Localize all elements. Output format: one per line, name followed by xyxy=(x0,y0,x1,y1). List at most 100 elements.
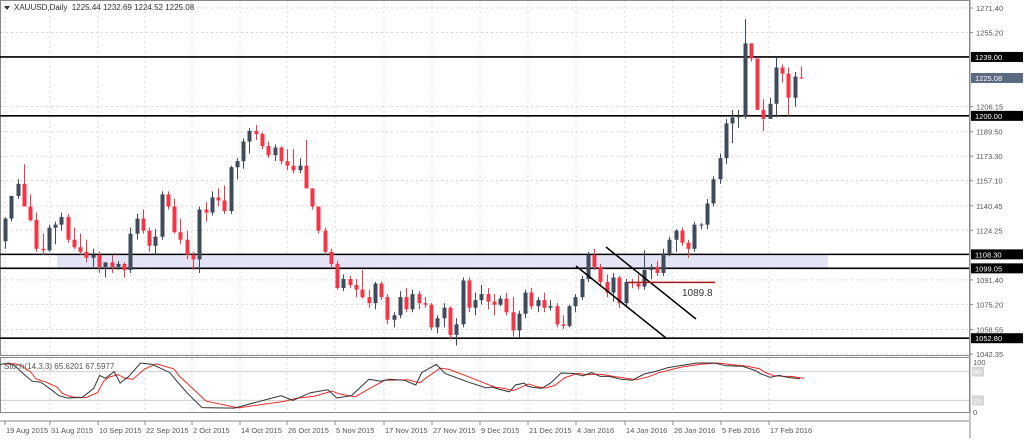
candle-bear xyxy=(178,232,183,240)
candle-bear xyxy=(291,165,296,171)
current-price-badge xyxy=(971,72,1023,83)
price-tick-label: 1206.15 xyxy=(976,103,1003,112)
candle-bull xyxy=(103,262,108,267)
price-tick-label: 1255.20 xyxy=(976,28,1003,37)
candle-bull xyxy=(454,324,459,335)
candle-bear xyxy=(285,161,290,166)
candle-bear xyxy=(172,206,177,233)
candle-bear xyxy=(97,254,102,267)
candle-bear xyxy=(254,130,259,134)
level-price-label: 1200.00 xyxy=(975,112,1002,121)
candle-bull xyxy=(153,236,158,246)
candle-bull xyxy=(47,227,52,251)
candle-bear xyxy=(605,282,610,293)
price-tick-label: 1075.20 xyxy=(976,300,1003,309)
candle-bear xyxy=(592,254,597,267)
candle-bull xyxy=(674,230,679,240)
candle-bear xyxy=(28,206,33,221)
candle-bear xyxy=(34,220,39,249)
time-tick-label: 31 Aug 2015 xyxy=(51,426,93,435)
time-tick-label: 21 Dec 2015 xyxy=(529,426,572,435)
indicator-plot-frame xyxy=(0,357,970,413)
level-price-badge xyxy=(971,249,1023,260)
stoch-signal-line xyxy=(3,362,805,409)
candle-bull xyxy=(116,263,121,267)
candle-bull xyxy=(128,233,133,270)
time-tick-label: 10 Sep 2015 xyxy=(99,426,142,435)
candle-bear xyxy=(529,292,534,307)
candle-bull xyxy=(580,278,585,298)
candle-bear xyxy=(216,197,221,201)
candle-bull xyxy=(498,298,503,305)
time-tick-label: 19 Aug 2015 xyxy=(6,426,48,435)
current-price-label: 1225.08 xyxy=(975,74,1002,83)
candle-bull xyxy=(705,203,710,225)
candle-bear xyxy=(310,188,315,207)
price-tick-label: 1058.55 xyxy=(976,326,1003,335)
candle-bear xyxy=(222,200,227,212)
ohlc-values: 1225.44 1232.69 1224.52 1225.08 xyxy=(71,3,195,12)
candle-bull xyxy=(711,179,716,204)
price-tick-label: 1042.35 xyxy=(976,350,1003,359)
stoch-level-label: 100 xyxy=(973,358,986,367)
candle-bull xyxy=(649,266,654,270)
candle-bull xyxy=(241,141,246,162)
candle-bull xyxy=(160,194,165,237)
candle-bull xyxy=(210,197,215,213)
stoch-level-badge xyxy=(972,366,984,377)
candle-bear xyxy=(191,254,196,260)
level-price-badge xyxy=(971,51,1023,62)
candle-bull xyxy=(548,306,553,308)
candle-bear xyxy=(448,307,453,335)
candle-bull xyxy=(3,218,8,242)
candle-bull xyxy=(341,278,346,289)
candle-bear xyxy=(323,230,328,252)
candle-bull xyxy=(410,294,415,310)
stoch-level-label: 20 xyxy=(973,396,981,405)
candle-bull xyxy=(473,300,478,308)
candle-bear xyxy=(486,294,491,302)
candle-bull xyxy=(442,307,447,319)
candle-bull xyxy=(298,165,303,171)
candle-bear xyxy=(511,312,516,331)
candle-bull xyxy=(273,147,278,156)
candle-bear xyxy=(636,283,641,287)
candle-bear xyxy=(304,165,309,189)
collapse-triangle-icon[interactable] xyxy=(4,5,10,10)
candle-bull xyxy=(392,315,397,320)
candle-bull xyxy=(461,280,466,325)
candle-bull xyxy=(523,292,528,314)
candle-bear xyxy=(147,230,152,246)
time-tick-label: 17 Nov 2015 xyxy=(385,426,428,435)
candle-bear xyxy=(542,300,547,308)
candle-bull xyxy=(774,67,779,104)
candle-bull xyxy=(536,300,541,307)
channel-lower-line[interactable] xyxy=(575,265,667,339)
candle-bear xyxy=(316,206,321,231)
candle-bull xyxy=(435,318,440,328)
candle-bear xyxy=(598,266,603,283)
candle-bull xyxy=(661,253,666,273)
candle-bull xyxy=(135,218,140,234)
candle-bear xyxy=(22,183,27,207)
price-tick-label: 1173.30 xyxy=(976,152,1003,161)
candle-bear xyxy=(467,280,472,308)
candle-bear xyxy=(749,43,754,59)
candle-bear xyxy=(72,239,77,248)
price-tick-label: 1189.50 xyxy=(976,128,1003,137)
candle-bull xyxy=(479,294,484,301)
candle-bear xyxy=(504,298,509,313)
candle-bull xyxy=(624,282,629,304)
candle-bear xyxy=(348,278,353,286)
candle-bear xyxy=(84,251,89,258)
candle-bear xyxy=(379,283,384,298)
time-tick-label: 5 Nov 2015 xyxy=(336,426,374,435)
candle-bear xyxy=(404,297,409,310)
candle-bear xyxy=(555,306,560,325)
time-tick-label: 4 Jan 2016 xyxy=(577,426,614,435)
candle-bull xyxy=(667,239,672,254)
candle-bear xyxy=(417,294,422,304)
candle-bear xyxy=(279,147,284,162)
